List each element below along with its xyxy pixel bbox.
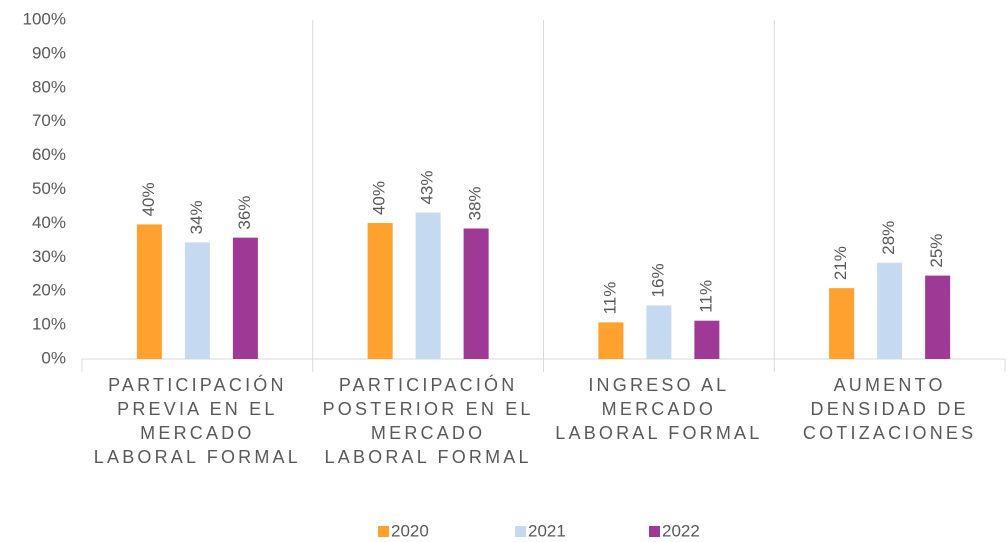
x-tick-label: INGRESO AL MERCADO LABORAL FORMAL	[555, 375, 763, 443]
data-label: 16%	[648, 263, 667, 297]
bar	[415, 212, 441, 359]
y-tick-label: 0%	[41, 348, 66, 367]
bar	[136, 224, 162, 359]
data-label: 40%	[370, 181, 389, 215]
y-tick-label: 50%	[32, 179, 66, 198]
x-tick-label: AUMENTO DENSIDAD DE COTIZACIONES	[802, 375, 977, 443]
bar	[598, 322, 624, 359]
data-label: 36%	[235, 196, 254, 230]
legend-swatch	[378, 526, 389, 537]
data-label: 25%	[927, 234, 946, 268]
x-tick-label: PARTICIPACIÓN PREVIA EN EL MERCADO LABOR…	[93, 375, 301, 467]
data-label: 28%	[879, 221, 898, 255]
bar	[463, 228, 489, 359]
y-tick-label: 100%	[23, 9, 66, 28]
x-tick-label: PARTICIPACIÓN POSTERIOR EN EL MERCADO LA…	[322, 375, 534, 467]
bar	[232, 237, 258, 359]
data-label: 43%	[418, 171, 437, 205]
data-label: 11%	[696, 280, 715, 313]
y-tick-label: 70%	[32, 111, 66, 130]
y-tick-label: 20%	[32, 281, 66, 300]
bar	[925, 275, 951, 359]
legend-swatch	[515, 526, 526, 537]
y-tick-label: 10%	[32, 315, 66, 334]
data-label: 34%	[187, 200, 206, 234]
legend-swatch	[649, 526, 660, 537]
bar	[646, 305, 672, 359]
bar	[367, 223, 393, 359]
bar	[877, 262, 903, 359]
legend-label: 2020	[391, 521, 429, 540]
data-label: 11%	[600, 282, 619, 315]
legend-label: 2021	[528, 521, 566, 540]
y-tick-label: 90%	[32, 43, 66, 62]
y-tick-label: 40%	[32, 213, 66, 232]
bar	[184, 242, 210, 359]
y-tick-label: 80%	[32, 77, 66, 96]
data-label: 21%	[831, 246, 850, 280]
legend-label: 2022	[662, 521, 700, 540]
data-label: 38%	[466, 186, 485, 220]
y-tick-label: 30%	[32, 247, 66, 266]
bar	[829, 288, 855, 359]
data-label: 40%	[139, 182, 158, 216]
bar	[694, 320, 720, 359]
y-tick-label: 60%	[32, 145, 66, 164]
